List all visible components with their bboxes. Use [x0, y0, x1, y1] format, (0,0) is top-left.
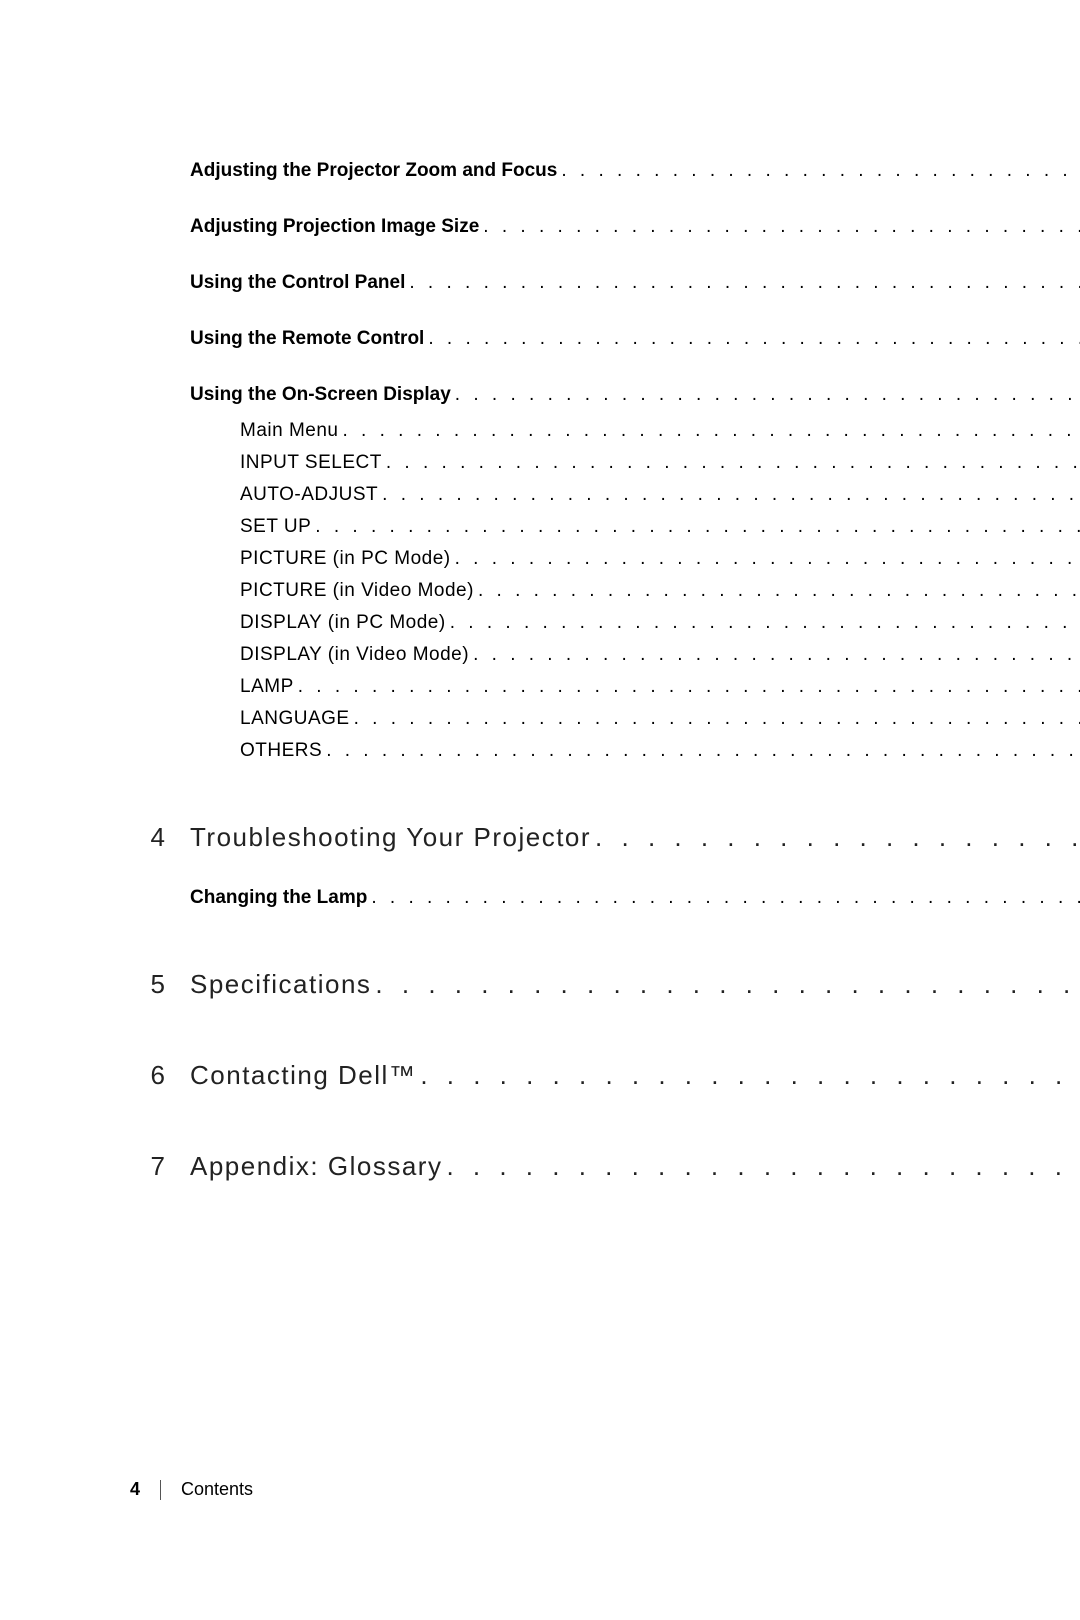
- toc-row: 6Contacting Dell™. . . . . . . . . . . .…: [130, 1060, 870, 1091]
- toc-entry: SET UP. . . . . . . . . . . . . . . . . …: [190, 516, 1080, 538]
- toc-leader-dots: . . . . . . . . . . . . . . . . . . . . …: [469, 644, 1080, 666]
- toc-entry: Using the Control Panel. . . . . . . . .…: [190, 272, 1080, 294]
- toc-entry: INPUT SELECT. . . . . . . . . . . . . . …: [190, 452, 1080, 474]
- toc-leader-dots: . . . . . . . . . . . . . . . . . . . . …: [591, 822, 1080, 853]
- toc-leader-dots: . . . . . . . . . . . . . . . . . . . . …: [371, 969, 1080, 1000]
- toc-entry: Appendix: Glossary. . . . . . . . . . . …: [190, 1151, 1080, 1182]
- toc-leader-dots: . . . . . . . . . . . . . . . . . . . . …: [424, 328, 1080, 350]
- toc-title: Appendix: Glossary: [190, 1151, 442, 1182]
- toc-row: LAMP. . . . . . . . . . . . . . . . . . …: [130, 676, 870, 698]
- toc-title: Specifications: [190, 969, 371, 1000]
- toc-entry: Using the On-Screen Display. . . . . . .…: [190, 384, 1080, 406]
- chapter-number: 5: [130, 969, 190, 1000]
- toc-leader-dots: . . . . . . . . . . . . . . . . . . . . …: [442, 1151, 1080, 1182]
- toc-row: LANGUAGE. . . . . . . . . . . . . . . . …: [130, 708, 870, 730]
- footer-divider: [160, 1480, 161, 1500]
- toc-leader-dots: . . . . . . . . . . . . . . . . . . . . …: [378, 484, 1080, 506]
- toc-row: DISPLAY (in Video Mode). . . . . . . . .…: [130, 644, 870, 666]
- page-footer: 4 Contents: [130, 1479, 253, 1500]
- toc-leader-dots: . . . . . . . . . . . . . . . . . . . . …: [416, 1060, 1080, 1091]
- toc-leader-dots: . . . . . . . . . . . . . . . . . . . . …: [451, 548, 1080, 570]
- toc-row: Changing the Lamp. . . . . . . . . . . .…: [130, 887, 870, 909]
- toc-title: Changing the Lamp: [190, 887, 367, 909]
- toc-leader-dots: . . . . . . . . . . . . . . . . . . . . …: [479, 216, 1080, 238]
- toc-title: PICTURE (in PC Mode): [240, 548, 451, 570]
- toc-entry: Specifications. . . . . . . . . . . . . …: [190, 969, 1080, 1000]
- toc-title: Using the Remote Control: [190, 328, 424, 350]
- footer-label: Contents: [181, 1479, 253, 1500]
- toc-entry: LANGUAGE. . . . . . . . . . . . . . . . …: [190, 708, 1080, 730]
- toc-row: PICTURE (in Video Mode). . . . . . . . .…: [130, 580, 870, 602]
- toc-leader-dots: . . . . . . . . . . . . . . . . . . . . …: [557, 160, 1080, 182]
- toc-row: PICTURE (in PC Mode). . . . . . . . . . …: [130, 548, 870, 570]
- toc-leader-dots: . . . . . . . . . . . . . . . . . . . . …: [294, 676, 1080, 698]
- toc-leader-dots: . . . . . . . . . . . . . . . . . . . . …: [311, 516, 1080, 538]
- toc-leader-dots: . . . . . . . . . . . . . . . . . . . . …: [405, 272, 1080, 294]
- toc-title: AUTO-ADJUST: [240, 484, 378, 506]
- toc-leader-dots: . . . . . . . . . . . . . . . . . . . . …: [451, 384, 1080, 406]
- toc-entry: Main Menu. . . . . . . . . . . . . . . .…: [190, 420, 1080, 442]
- toc-leader-dots: . . . . . . . . . . . . . . . . . . . . …: [350, 708, 1080, 730]
- toc-entry: Adjusting Projection Image Size. . . . .…: [190, 216, 1080, 238]
- toc-row: Main Menu. . . . . . . . . . . . . . . .…: [130, 420, 870, 442]
- toc-entry: AUTO-ADJUST. . . . . . . . . . . . . . .…: [190, 484, 1080, 506]
- toc-title: LANGUAGE: [240, 708, 350, 730]
- toc-entry: PICTURE (in PC Mode). . . . . . . . . . …: [190, 548, 1080, 570]
- toc-title: LAMP: [240, 676, 294, 698]
- toc-row: SET UP. . . . . . . . . . . . . . . . . …: [130, 516, 870, 538]
- toc-title: Using the Control Panel: [190, 272, 405, 294]
- toc-title: INPUT SELECT: [240, 452, 382, 474]
- toc-entry: Troubleshooting Your Projector. . . . . …: [190, 822, 1080, 853]
- toc-row: OTHERS. . . . . . . . . . . . . . . . . …: [130, 740, 870, 762]
- toc-row: AUTO-ADJUST. . . . . . . . . . . . . . .…: [130, 484, 870, 506]
- toc-title: DISPLAY (in Video Mode): [240, 644, 469, 666]
- toc-entry: DISPLAY (in PC Mode). . . . . . . . . . …: [190, 612, 1080, 634]
- toc-row: Using the On-Screen Display. . . . . . .…: [130, 384, 870, 406]
- toc-entry: LAMP. . . . . . . . . . . . . . . . . . …: [190, 676, 1080, 698]
- chapter-number: 7: [130, 1151, 190, 1182]
- chapter-number: 6: [130, 1060, 190, 1091]
- toc-row: Using the Control Panel. . . . . . . . .…: [130, 272, 870, 294]
- toc-title: Adjusting Projection Image Size: [190, 216, 479, 238]
- toc-row: 5Specifications. . . . . . . . . . . . .…: [130, 969, 870, 1000]
- toc-entry: Changing the Lamp. . . . . . . . . . . .…: [190, 887, 1080, 909]
- toc-leader-dots: . . . . . . . . . . . . . . . . . . . . …: [339, 420, 1080, 442]
- toc-entry: PICTURE (in Video Mode). . . . . . . . .…: [190, 580, 1080, 602]
- toc-row: 7Appendix: Glossary. . . . . . . . . . .…: [130, 1151, 870, 1182]
- toc-row: Adjusting the Projector Zoom and Focus. …: [130, 160, 870, 182]
- toc-leader-dots: . . . . . . . . . . . . . . . . . . . . …: [446, 612, 1080, 634]
- toc-title: PICTURE (in Video Mode): [240, 580, 474, 602]
- toc-title: SET UP: [240, 516, 311, 538]
- toc-leader-dots: . . . . . . . . . . . . . . . . . . . . …: [474, 580, 1080, 602]
- toc-entry: Contacting Dell™. . . . . . . . . . . . …: [190, 1060, 1080, 1091]
- toc-title: DISPLAY (in PC Mode): [240, 612, 446, 634]
- toc-title: Using the On-Screen Display: [190, 384, 451, 406]
- toc-title: Troubleshooting Your Projector: [190, 822, 591, 853]
- toc-leader-dots: . . . . . . . . . . . . . . . . . . . . …: [382, 452, 1080, 474]
- toc-title: Adjusting the Projector Zoom and Focus: [190, 160, 557, 182]
- toc-row: 4Troubleshooting Your Projector. . . . .…: [130, 822, 870, 853]
- chapter-number: 4: [130, 822, 190, 853]
- toc-row: INPUT SELECT. . . . . . . . . . . . . . …: [130, 452, 870, 474]
- toc-row: Adjusting Projection Image Size. . . . .…: [130, 216, 870, 238]
- toc-title: Contacting Dell™: [190, 1060, 416, 1091]
- toc-entry: Adjusting the Projector Zoom and Focus. …: [190, 160, 1080, 182]
- toc-title: Main Menu: [240, 420, 339, 442]
- toc-entry: OTHERS. . . . . . . . . . . . . . . . . …: [190, 740, 1080, 762]
- toc-leader-dots: . . . . . . . . . . . . . . . . . . . . …: [367, 887, 1080, 909]
- toc-entry: Using the Remote Control. . . . . . . . …: [190, 328, 1080, 350]
- toc-title: OTHERS: [240, 740, 322, 762]
- toc-row: Using the Remote Control. . . . . . . . …: [130, 328, 870, 350]
- toc-entry: DISPLAY (in Video Mode). . . . . . . . .…: [190, 644, 1080, 666]
- toc-row: DISPLAY (in PC Mode). . . . . . . . . . …: [130, 612, 870, 634]
- toc-content: Adjusting the Projector Zoom and Focus. …: [130, 160, 870, 1196]
- toc-leader-dots: . . . . . . . . . . . . . . . . . . . . …: [322, 740, 1080, 762]
- footer-page-number: 4: [130, 1479, 140, 1500]
